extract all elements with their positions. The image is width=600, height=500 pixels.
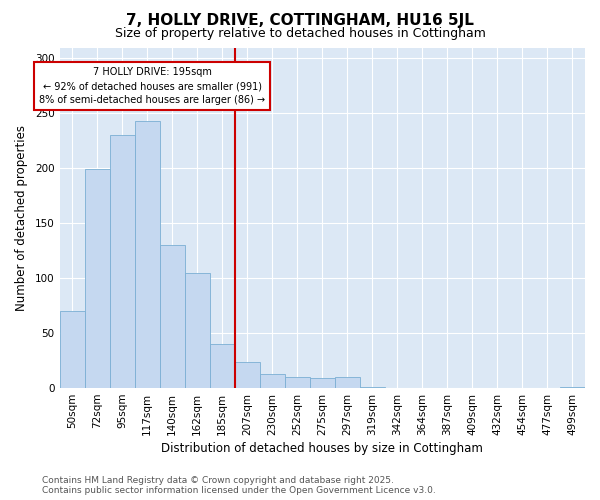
Y-axis label: Number of detached properties: Number of detached properties: [15, 125, 28, 311]
Bar: [134, 121, 160, 388]
Text: 7, HOLLY DRIVE, COTTINGHAM, HU16 5JL: 7, HOLLY DRIVE, COTTINGHAM, HU16 5JL: [126, 12, 474, 28]
Bar: [110, 136, 134, 388]
Bar: [260, 374, 285, 388]
Bar: [185, 272, 209, 388]
Bar: [285, 377, 310, 388]
Text: Size of property relative to detached houses in Cottingham: Size of property relative to detached ho…: [115, 28, 485, 40]
Bar: [360, 387, 385, 388]
Bar: [85, 170, 110, 388]
Bar: [209, 344, 235, 388]
Bar: [335, 377, 360, 388]
Bar: [560, 387, 585, 388]
Bar: [160, 245, 185, 388]
Text: 7 HOLLY DRIVE: 195sqm
← 92% of detached houses are smaller (991)
8% of semi-deta: 7 HOLLY DRIVE: 195sqm ← 92% of detached …: [39, 68, 265, 106]
Bar: [310, 378, 335, 388]
Text: Contains HM Land Registry data © Crown copyright and database right 2025.
Contai: Contains HM Land Registry data © Crown c…: [42, 476, 436, 495]
Bar: [235, 362, 260, 388]
X-axis label: Distribution of detached houses by size in Cottingham: Distribution of detached houses by size …: [161, 442, 483, 455]
Bar: [59, 311, 85, 388]
